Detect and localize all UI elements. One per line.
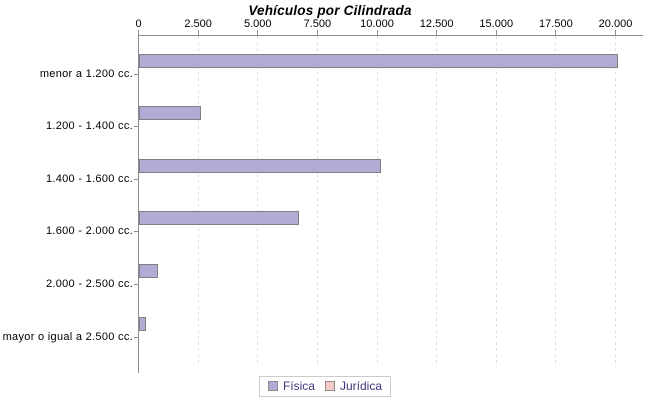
legend-swatch xyxy=(324,381,335,391)
x-axis-tick-label: 0 xyxy=(135,18,142,30)
bar-fisica xyxy=(139,53,619,68)
bar-fisica xyxy=(139,263,158,278)
x-axis-tick xyxy=(197,30,199,35)
x-axis-tick xyxy=(257,30,259,35)
gridline xyxy=(376,36,378,367)
legend-swatch xyxy=(267,381,278,391)
x-axis-tick-label: 7.500 xyxy=(303,18,332,30)
gridline xyxy=(615,36,616,367)
gridline xyxy=(495,36,497,367)
y-axis-tick xyxy=(134,178,138,180)
category-label: mayor o igual a 2.500 cc. xyxy=(2,330,133,343)
x-axis-tick xyxy=(316,30,318,35)
legend-item-juridica: Jurídica xyxy=(324,379,383,393)
category-label: 1.600 - 2.000 cc. xyxy=(45,225,133,238)
x-axis-tick-label: 10.000 xyxy=(360,18,394,30)
category-label: 2.000 - 2.500 cc. xyxy=(45,277,133,290)
x-axis-tick xyxy=(495,30,497,35)
x-axis-tick xyxy=(138,30,139,35)
x-axis-line xyxy=(138,35,643,36)
category-label: 1.200 - 1.400 cc. xyxy=(45,120,133,133)
gridline xyxy=(436,36,438,367)
y-axis-tick xyxy=(134,126,138,128)
x-axis-tick-label: 15.000 xyxy=(479,18,514,30)
bar-fisica xyxy=(139,211,299,226)
bar-fisica xyxy=(139,158,382,173)
legend: Física Jurídica xyxy=(258,376,392,397)
chart-title: Vehículos por Cilindrada xyxy=(248,3,412,18)
x-axis-tick xyxy=(615,30,616,35)
x-axis-tick xyxy=(436,30,438,35)
x-axis-tick xyxy=(555,30,557,35)
x-axis-tick-label: 5.000 xyxy=(243,18,272,30)
legend-items: Física Jurídica xyxy=(267,379,383,393)
y-axis-line xyxy=(138,35,139,373)
legend-label: Jurídica xyxy=(339,379,383,393)
y-axis-tick xyxy=(134,283,138,285)
bar-fisica xyxy=(139,106,201,121)
gridline xyxy=(316,36,318,367)
x-axis-tick-label: 20.000 xyxy=(598,18,633,30)
y-axis-tick xyxy=(134,336,138,338)
legend-label: Física xyxy=(282,379,315,393)
x-axis-tick xyxy=(376,30,378,35)
x-axis-tick-label: 2.500 xyxy=(184,18,212,30)
y-axis-tick xyxy=(134,73,138,75)
y-axis-tick xyxy=(134,231,138,233)
gridline xyxy=(555,36,557,367)
category-label: menor a 1.200 cc. xyxy=(39,67,133,80)
legend-item-fisica: Física xyxy=(267,379,315,393)
x-axis-tick-label: 12.500 xyxy=(419,18,454,30)
gridline xyxy=(197,36,199,367)
x-axis-tick-label: 17.500 xyxy=(539,18,573,30)
gridline xyxy=(257,36,259,367)
bar-fisica xyxy=(139,316,147,331)
category-label: 1.400 - 1.600 cc. xyxy=(45,172,133,185)
